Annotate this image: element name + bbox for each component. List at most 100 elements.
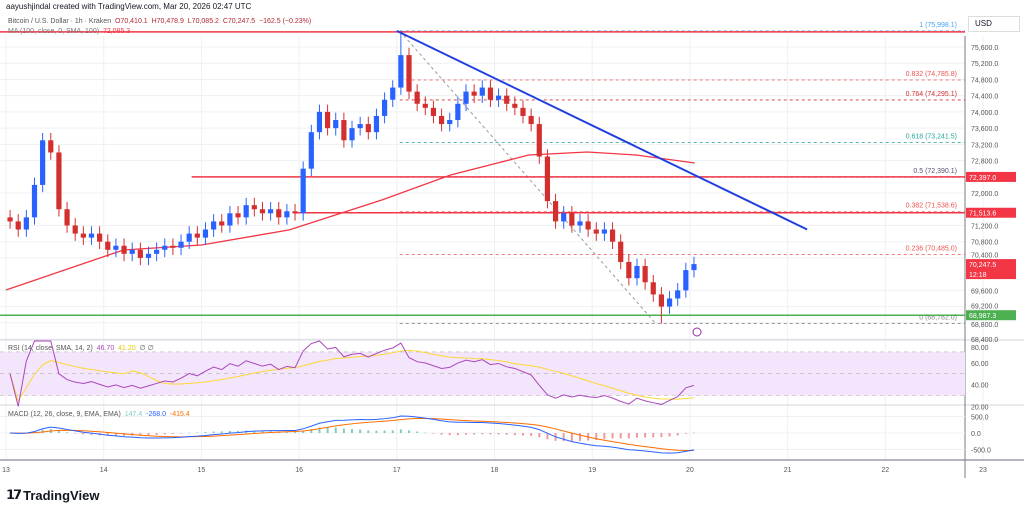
candle-body	[97, 233, 103, 242]
macd-histogram-bar	[635, 433, 638, 438]
candle-body	[569, 213, 575, 226]
macd-histogram-bar	[212, 431, 215, 433]
candle-body	[593, 229, 599, 234]
price-tick-label: 74,800.0	[971, 77, 998, 84]
macd-signal-line	[10, 417, 694, 451]
price-tag	[966, 207, 1016, 218]
macd-signal-value: -415.4	[169, 411, 190, 418]
rsi-extra: ∅ ∅	[139, 345, 154, 352]
macd-histogram-bar	[41, 429, 44, 433]
candle-body	[227, 213, 233, 226]
macd-line	[10, 415, 695, 454]
candle-body	[373, 115, 380, 133]
candle-body	[430, 107, 437, 116]
macd-histogram-bar	[188, 432, 191, 434]
tradingview-logo: 𝟭𝟳 TradingView	[6, 487, 99, 503]
candle-body	[88, 233, 95, 238]
macd-histogram-bar	[627, 433, 630, 439]
event-marker-icon	[692, 327, 702, 337]
candle-body	[31, 184, 38, 218]
macd-histogram-bar	[123, 433, 126, 436]
logo-text: TradingView	[23, 487, 100, 503]
rsi-legend[interactable]: RSI (14, close, SMA, 14, 2) 46.70 41.20 …	[8, 344, 154, 352]
rsi-sma-line	[9, 349, 695, 403]
macd-histogram-bar	[481, 433, 484, 435]
macd-histogram-bar	[660, 433, 663, 438]
macd-legend[interactable]: MACD (12, 26, close, 9, EMA, EMA) 147.4 …	[8, 411, 190, 418]
macd-histogram-bar	[302, 430, 305, 433]
macd-hist-value: 147.4	[124, 411, 143, 418]
candle-body	[333, 120, 339, 129]
rsi-tick-label: 80.00	[971, 345, 989, 352]
ma-legend[interactable]: MA (100, close, 0, SMA, 100) 72,085.3	[8, 28, 130, 35]
macd-histogram-bar	[375, 430, 378, 433]
candle-body	[544, 156, 551, 202]
candle-body	[414, 91, 420, 104]
macd-histogram-bar	[505, 433, 508, 435]
candle-body	[650, 282, 656, 295]
macd-histogram-bar	[114, 433, 117, 436]
macd-histogram-bar	[342, 428, 345, 433]
candle-body	[683, 270, 689, 291]
time-tick-label: 14	[100, 467, 108, 474]
candle-body	[438, 115, 445, 125]
macd-histogram-bar	[416, 431, 419, 433]
macd-histogram-bar	[692, 432, 695, 434]
macd-histogram-bar	[684, 433, 687, 434]
candle-body	[601, 229, 608, 234]
symbol-legend: Bitcoin / U.S. Dollar · 1h · Kraken O70,…	[8, 18, 311, 25]
candle-body	[520, 107, 526, 116]
macd-histogram-bar	[294, 431, 297, 433]
price-tick-label: 75,200.0	[971, 61, 998, 68]
time-tick-label: 22	[881, 467, 889, 474]
candle-body	[48, 140, 54, 153]
macd-histogram-bar	[562, 433, 565, 442]
open-value: O70,410.1	[114, 18, 148, 25]
candle-body	[666, 298, 673, 307]
macd-histogram-bar	[432, 433, 435, 434]
time-tick-label: 17	[393, 467, 401, 474]
candle-body	[56, 152, 62, 210]
time-tick-label: 13	[2, 467, 10, 474]
candle-body	[170, 245, 176, 248]
candle-body	[259, 209, 266, 214]
countdown-label: 12:18	[969, 272, 987, 279]
candle-body	[276, 209, 282, 218]
candle-body	[398, 55, 404, 88]
macd-histogram-bar	[546, 433, 549, 440]
price-tick-label: 71,200.0	[971, 223, 998, 230]
macd-histogram-bar	[204, 432, 207, 433]
time-tick-label: 20	[686, 467, 694, 474]
candle-body	[162, 245, 168, 250]
time-tick-label: 21	[784, 467, 792, 474]
price-tick-label: 70,800.0	[971, 240, 998, 247]
candle-body	[15, 221, 21, 230]
macd-histogram-bar	[521, 433, 524, 436]
price-tag	[966, 310, 1016, 321]
candle-body	[129, 249, 135, 254]
currency-button[interactable]: USD	[968, 16, 1020, 32]
macd-histogram-bar	[196, 432, 199, 433]
macd-histogram-bar	[171, 433, 174, 434]
macd-tick-label: -500.0	[971, 448, 991, 455]
candle-body	[154, 249, 160, 254]
macd-histogram-bar	[285, 431, 288, 433]
candle-body	[447, 120, 453, 125]
time-tick-label: 15	[198, 467, 206, 474]
candle-body	[658, 294, 665, 307]
rsi-value: 46.70	[96, 345, 115, 352]
ma-value: 72,085.3	[102, 28, 131, 35]
macd-histogram-bar	[611, 433, 614, 439]
candle-body	[381, 99, 388, 116]
candle-body	[219, 221, 225, 226]
symbol-name[interactable]: Bitcoin / U.S. Dollar · 1h · Kraken	[8, 18, 112, 25]
fib-level-label: 0.5 (72,390.1)	[913, 168, 957, 175]
candle-body	[243, 205, 249, 218]
price-tick-label: 73,600.0	[971, 126, 998, 133]
macd-histogram-bar	[440, 433, 443, 435]
macd-histogram-bar	[261, 430, 264, 433]
candle-body	[390, 87, 396, 100]
candle-body	[479, 87, 485, 96]
candle-body	[341, 120, 347, 141]
